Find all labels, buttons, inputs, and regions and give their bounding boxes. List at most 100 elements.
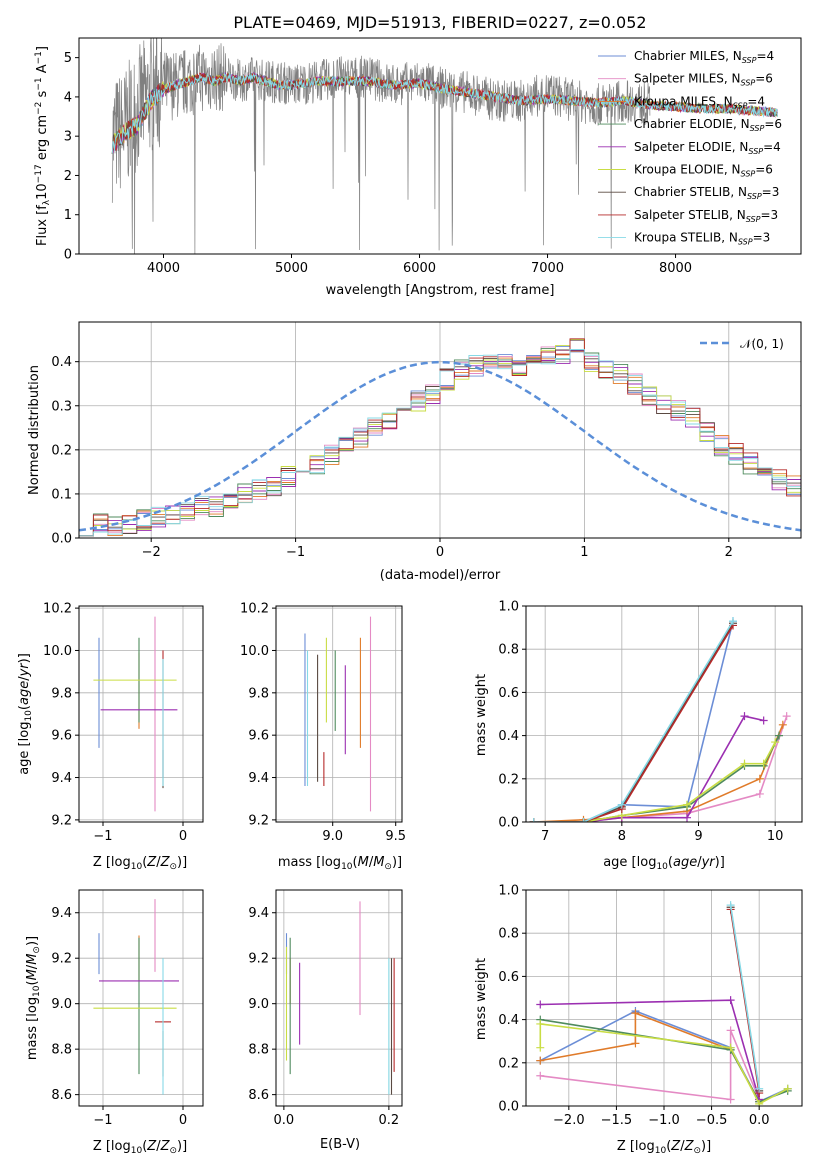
x-tick-label: 0.2 [379,1113,400,1128]
plot-area [111,38,778,254]
plus-marker [726,996,735,1005]
y-tick-label: 9.8 [51,686,72,701]
x-tick-label: −1 [286,545,305,560]
massweight-series-line [729,904,760,1089]
x-tick-label: 7000 [531,261,564,276]
y-tick-label: 0.8 [498,927,519,942]
spectrum-ylabel: Flux [fλ10−17 erg cm−2 s−1 A−1] [34,46,52,246]
y-tick-label: 1.0 [498,600,519,615]
histogram-xlabel: (data-model)/error [380,568,501,583]
plus-marker [759,759,768,768]
x-tick-label: 2 [725,545,733,560]
y-tick-label: 1.0 [498,884,519,899]
x-tick-label: 8 [618,829,626,844]
model-spectrum-line [111,72,778,154]
legend-label: Kroupa ELODIE, NSSP=6 [634,163,773,179]
plus-marker [536,1071,545,1080]
y-tick-label: 9.4 [248,771,269,786]
y-tick-label: 9.2 [248,813,269,828]
plus-marker [729,617,737,626]
spectrum-xlabel: wavelength [Angstrom, rest frame] [326,283,555,298]
axes-frame [78,321,802,539]
y-tick-label: 4 [64,90,72,105]
plus-marker [536,1019,545,1028]
y-tick-label: 5 [64,51,72,66]
histogram-step-line [79,349,801,537]
mwZ-xlabel: Z [log10(Z/Z⊙)] [617,1139,711,1156]
massweight-series-line [533,715,764,822]
x-tick-label: −2.0 [553,1113,585,1128]
plot-area [93,899,179,1095]
y-tick-label: 1 [64,208,72,223]
plus-marker [782,712,791,721]
axes-frame [525,605,803,823]
histogram-ylabel: Normed distribution [27,365,42,495]
plus-marker [759,716,768,725]
y-tick-label: 0.6 [498,970,519,985]
y-tick-label: 8.8 [248,1043,269,1058]
x-tick-label: 0 [179,1113,187,1128]
plot-area [285,901,395,1095]
plus-marker [536,1000,545,1009]
y-tick-label: 0.1 [51,487,72,502]
x-tick-label: −0.5 [696,1113,728,1128]
residual-histogram-panel: −2 −1 0 1 2 0.0 0.1 0.2 0.3 0.4 [51,321,802,560]
x-tick-label: −1.0 [648,1113,680,1128]
y-tick-label: 9.2 [51,952,72,967]
age-vs-metallicity-panel: −1 0 9.2 9.4 9.6 9.8 10.0 10.2 [43,602,204,844]
massweight-vs-metallicity-panel: −2.0 −1.5 −1.0 −0.5 0.0 0.0 0.2 0.4 0.6 0.8 1.0 [498,884,803,1128]
plus-marker [778,720,787,729]
x-tick-label: 4000 [147,261,180,276]
axes-frame [275,889,403,1107]
y-tick-label: 10.2 [43,602,72,617]
plus-marker [726,901,735,910]
massweight-series-line [540,1030,760,1101]
y-tick-label: 9.0 [51,997,72,1012]
y-tick-label: 0.8 [498,643,519,658]
y-tick-label: 8.8 [51,1043,72,1058]
x-tick-label: 0 [436,545,444,560]
y-tick-label: 0.2 [498,1056,519,1071]
x-tick-label: 7 [541,829,549,844]
axes-frame [78,37,802,255]
plus-marker [529,818,538,822]
x-tick-label: −1 [93,1113,112,1128]
legend-label: Chabrier ELODIE, NSSP=6 [634,117,782,133]
y-tick-label: 0.4 [498,1013,519,1028]
y-tick-label: 0.4 [498,729,519,744]
plus-marker [755,1099,764,1106]
x-tick-label: −1 [93,829,112,844]
mwAge-ylabel: mass weight [474,674,489,756]
x-tick-label: −2 [142,545,161,560]
massweight-series-line [533,622,734,822]
plus-marker [683,800,691,809]
axes-frame [525,889,803,1107]
mwZ-ylabel: mass weight [474,958,489,1040]
mass-vs-metallicity-panel: −1 0 8.6 8.8 9.0 9.2 9.4 [51,889,204,1128]
spectrum-panel: 4000 5000 6000 7000 8000 0 1 2 3 4 5 [64,37,802,276]
massweight-series-line [533,715,788,822]
legend-label: Kroupa MILES, NSSP=4 [634,94,765,110]
plus-marker [740,712,749,721]
plot-area [536,901,792,1106]
y-tick-label: 2 [64,169,72,184]
plus-marker [775,731,783,740]
legend-label: Salpeter MILES, NSSP=6 [634,72,773,88]
legend-label: Kroupa STELIB, NSSP=3 [634,231,770,247]
figure-title: PLATE=0469, MJD=51913, FIBERID=0227, z=0… [233,13,646,32]
legend-label: Chabrier MILES, NSSP=4 [634,49,774,65]
x-tick-label: 6000 [403,261,436,276]
y-tick-label: 9.8 [248,686,269,701]
x-tick-label: 9.0 [322,829,343,844]
x-tick-label: 8000 [659,261,692,276]
massweight-series-line [533,620,734,822]
y-tick-label: 0.0 [498,1100,519,1115]
plus-marker [783,1084,792,1093]
y-tick-label: 0.4 [51,355,72,370]
histogram-legend-label: 𝒩(0, 1) [740,337,784,351]
plus-marker [683,813,691,822]
y-tick-label: 0.2 [498,772,519,787]
plus-marker [771,738,780,747]
y-tick-label: 0.0 [498,816,519,831]
